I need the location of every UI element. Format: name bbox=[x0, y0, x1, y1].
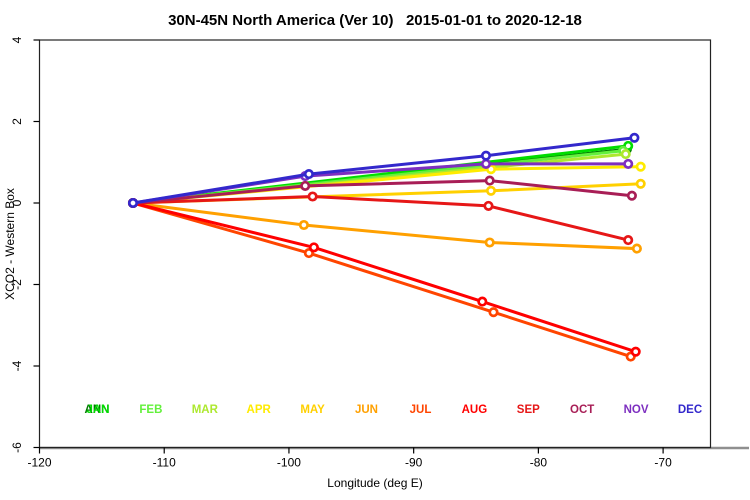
legend-label-ann: ANN bbox=[85, 404, 110, 416]
chart-title: 30N-45N North America (Ver 10) 2015-01-0… bbox=[168, 12, 582, 29]
legend-label-apr: APR bbox=[247, 404, 272, 416]
series-nov-point bbox=[480, 158, 492, 169]
legend-label-jun: JUN bbox=[355, 404, 378, 416]
series-sep-line bbox=[131, 195, 630, 242]
series-dec-point bbox=[629, 132, 640, 143]
legend-label-sep: SEP bbox=[517, 404, 540, 416]
series-nov-point bbox=[623, 158, 634, 169]
x-tick-label: -110 bbox=[153, 456, 176, 470]
legend-label-mar: MAR bbox=[192, 404, 219, 416]
x-tick-label: -80 bbox=[530, 456, 548, 470]
plot-border bbox=[38, 39, 712, 449]
series-sep-point bbox=[483, 200, 494, 211]
legend-label-oct: OCT bbox=[570, 404, 594, 416]
x-tick-label: -100 bbox=[277, 456, 301, 470]
series-aug-point bbox=[308, 242, 319, 253]
x-tick-label: -120 bbox=[27, 456, 51, 470]
series-oct-line bbox=[131, 179, 634, 205]
series-may-point bbox=[635, 178, 646, 189]
series-sep-point bbox=[623, 235, 634, 246]
y-axis-label: XCO2 - Western Box bbox=[3, 188, 17, 300]
series-oct-point bbox=[300, 180, 311, 191]
series-dec-point bbox=[127, 197, 139, 209]
series-jun-point bbox=[631, 243, 642, 254]
series-aug-line bbox=[131, 201, 638, 354]
series-dec-line bbox=[131, 136, 636, 205]
series-aug-point bbox=[630, 346, 641, 357]
series-mar-point bbox=[620, 149, 631, 160]
series-jun-point bbox=[484, 237, 495, 248]
series-sep-point bbox=[307, 191, 318, 202]
y-tick-label: -4 bbox=[10, 360, 24, 371]
series-jul-point bbox=[488, 307, 499, 318]
series-aug-point bbox=[477, 296, 488, 307]
legend-label-dec: DEC bbox=[678, 404, 702, 416]
x-axis-label: Longitude (deg E) bbox=[327, 476, 422, 490]
x-tick-label: -70 bbox=[654, 456, 672, 470]
y-tick-label: 2 bbox=[10, 118, 24, 125]
y-tick-label: -2 bbox=[10, 279, 24, 290]
y-tick-label: 0 bbox=[10, 199, 24, 206]
series-jul-line bbox=[131, 201, 633, 359]
series-apr-point bbox=[635, 161, 646, 172]
x-tick-label: -90 bbox=[405, 456, 423, 470]
legend-label-jan: JAN bbox=[86, 404, 109, 416]
legend-label-nov: NOV bbox=[624, 404, 649, 416]
series-jun-line bbox=[131, 201, 639, 251]
series-oct-point bbox=[484, 175, 495, 186]
legend-label-may: MAY bbox=[300, 404, 325, 416]
legend-label-jul: JUL bbox=[410, 404, 432, 416]
y-tick-label: -6 bbox=[10, 442, 24, 453]
legend-label-feb: FEB bbox=[139, 404, 162, 416]
series-may-point bbox=[485, 185, 497, 196]
series-oct-point bbox=[626, 190, 637, 201]
series-dec-point bbox=[480, 150, 492, 161]
series-dec-point bbox=[303, 169, 314, 180]
y-tick-label: 4 bbox=[10, 36, 24, 43]
legend-label-aug: AUG bbox=[462, 404, 488, 416]
series-jun-point bbox=[298, 219, 309, 231]
